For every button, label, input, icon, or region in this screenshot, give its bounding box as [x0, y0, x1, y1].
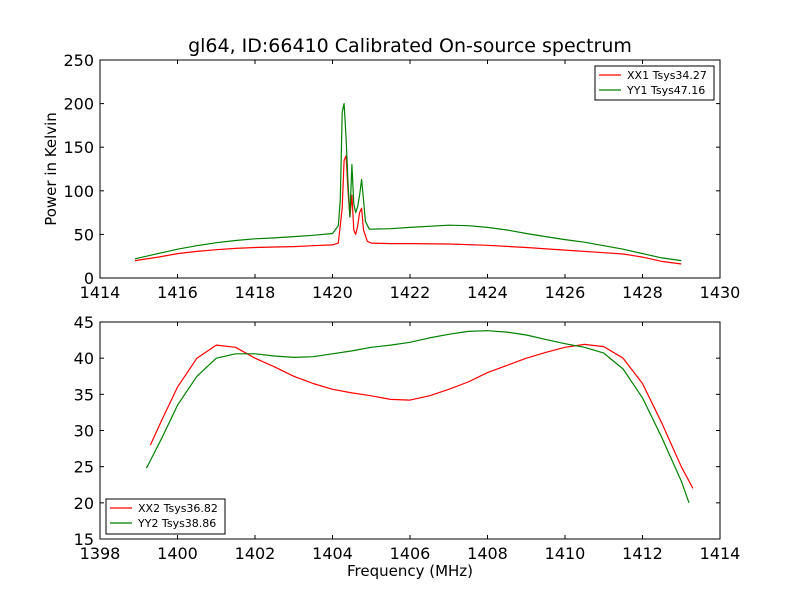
- y-tick-label: 30: [74, 422, 94, 441]
- x-tick-label: 1414: [700, 544, 741, 563]
- x-tick-label: 1410: [545, 544, 586, 563]
- x-tick-label: 1404: [312, 544, 353, 563]
- legend: XX2 Tsys36.82 YY2 Tsys38.86: [105, 498, 226, 535]
- y-tick-label: 20: [74, 494, 94, 513]
- legend-entry: XX2 Tsys36.82: [138, 502, 218, 515]
- legend-entry: YY2 Tsys38.86: [137, 517, 216, 530]
- bottom-panel-xx2-yy2: 1398 1400 1402 1404 1406 1408 1410 1412 1414 15 20…: [74, 313, 741, 580]
- x-tick-label: 1424: [467, 283, 508, 302]
- series-line-xx2: [149, 343, 694, 489]
- x-tick-label: 1412: [622, 544, 663, 563]
- legend-box: [105, 498, 226, 535]
- y-tick-label: 40: [74, 349, 94, 368]
- series-line-yy2: [145, 330, 690, 504]
- x-tick-label: 1426: [545, 283, 586, 302]
- x-tick-label: 1414: [80, 283, 121, 302]
- y-tick-label: 100: [63, 182, 94, 201]
- x-tick-label: 1420: [312, 283, 353, 302]
- x-tick-label: 1408: [467, 544, 508, 563]
- y-tick-label: 45: [74, 313, 94, 332]
- y-tick-label: 200: [63, 95, 94, 114]
- x-tick-label: 1422: [390, 283, 431, 302]
- x-tick-label: 1430: [700, 283, 741, 302]
- y-tick-label: 35: [74, 385, 94, 404]
- figure-title: gl64, ID:66410 Calibrated On-source spec…: [188, 35, 632, 57]
- series-line-xx1: [134, 155, 682, 265]
- y-axis-label: Power in Kelvin: [42, 112, 60, 226]
- x-tick-label: 1406: [390, 544, 431, 563]
- x-tick-label: 1400: [157, 544, 198, 563]
- y-tick-label: 50: [74, 225, 94, 244]
- x-axis-label: Frequency (MHz): [347, 562, 473, 580]
- x-tick-label: 1398: [80, 544, 121, 563]
- y-tick-label: 25: [74, 458, 94, 477]
- x-tick-label: 1428: [622, 283, 663, 302]
- x-tick-label: 1416: [157, 283, 198, 302]
- y-tick-label: 15: [74, 530, 94, 549]
- y-tick-label: 150: [63, 138, 94, 157]
- y-tick-label: 250: [63, 51, 94, 70]
- series-line-yy1: [134, 102, 682, 262]
- legend-entry: XX1 Tsys34.27: [627, 69, 707, 82]
- legend-entry: YY1 Tsys47.16: [626, 84, 705, 97]
- y-tick-label: 0: [84, 269, 94, 288]
- legend-box: [594, 65, 715, 101]
- x-tick-label: 1402: [235, 544, 276, 563]
- legend: XX1 Tsys34.27 YY1 Tsys47.16: [594, 65, 715, 101]
- top-panel-xx1-yy1: 1414 1416 1418 1420 1422 1424 1426 1428 1430 0 50 1…: [42, 51, 740, 302]
- x-tick-label: 1418: [235, 283, 276, 302]
